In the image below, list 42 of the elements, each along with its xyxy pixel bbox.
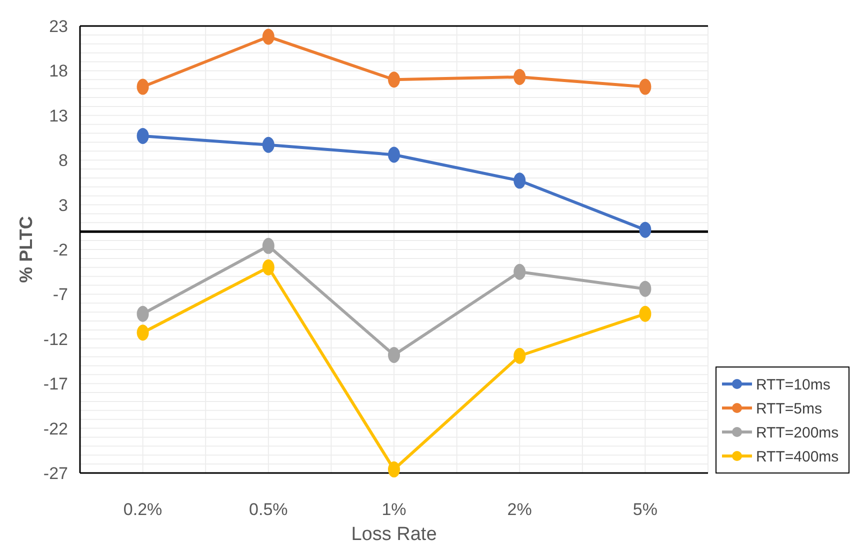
x-tick-label: 1% bbox=[382, 500, 406, 519]
x-tick-label: 2% bbox=[507, 500, 532, 519]
point bbox=[388, 72, 400, 88]
legend-label: RTT=200ms bbox=[756, 424, 839, 442]
y-tick-label: 18 bbox=[49, 62, 68, 81]
point bbox=[514, 68, 526, 85]
y-tick-label: 23 bbox=[49, 16, 68, 36]
x-axis-title: Loss Rate bbox=[351, 524, 437, 545]
x-tick-label: 5% bbox=[632, 500, 658, 519]
y-tick-label: -2 bbox=[52, 240, 68, 260]
y-tick-label: -7 bbox=[52, 285, 68, 304]
point bbox=[388, 461, 400, 478]
legend-label: RTT=400ms bbox=[756, 448, 839, 466]
point bbox=[388, 146, 400, 163]
y-tick-label: -12 bbox=[43, 330, 68, 349]
point bbox=[514, 348, 526, 364]
point bbox=[514, 264, 526, 280]
point bbox=[639, 306, 652, 322]
point bbox=[136, 128, 149, 144]
point bbox=[136, 324, 149, 341]
point bbox=[262, 136, 274, 153]
y-tick-label: -27 bbox=[43, 464, 68, 483]
x-tick-label: 0.5% bbox=[249, 500, 288, 519]
y-tick-label: 13 bbox=[49, 106, 68, 126]
point bbox=[136, 306, 149, 322]
y-tick-label: 8 bbox=[58, 151, 68, 170]
y-tick-label: -22 bbox=[43, 419, 68, 438]
x-tick-label: 0.2% bbox=[123, 500, 162, 519]
point bbox=[388, 346, 400, 363]
point bbox=[639, 280, 652, 297]
legend-label: RTT=5ms bbox=[756, 400, 822, 418]
point bbox=[639, 78, 652, 95]
point bbox=[514, 172, 526, 189]
point bbox=[639, 222, 652, 238]
point bbox=[136, 78, 149, 95]
point bbox=[262, 238, 274, 254]
point bbox=[262, 259, 274, 276]
y-tick-label: -17 bbox=[43, 374, 68, 394]
y-axis-title: % PLTC bbox=[16, 216, 36, 283]
legend-label: RTT=10ms bbox=[756, 376, 830, 394]
point bbox=[262, 28, 274, 45]
y-tick-label: 3 bbox=[58, 196, 68, 215]
